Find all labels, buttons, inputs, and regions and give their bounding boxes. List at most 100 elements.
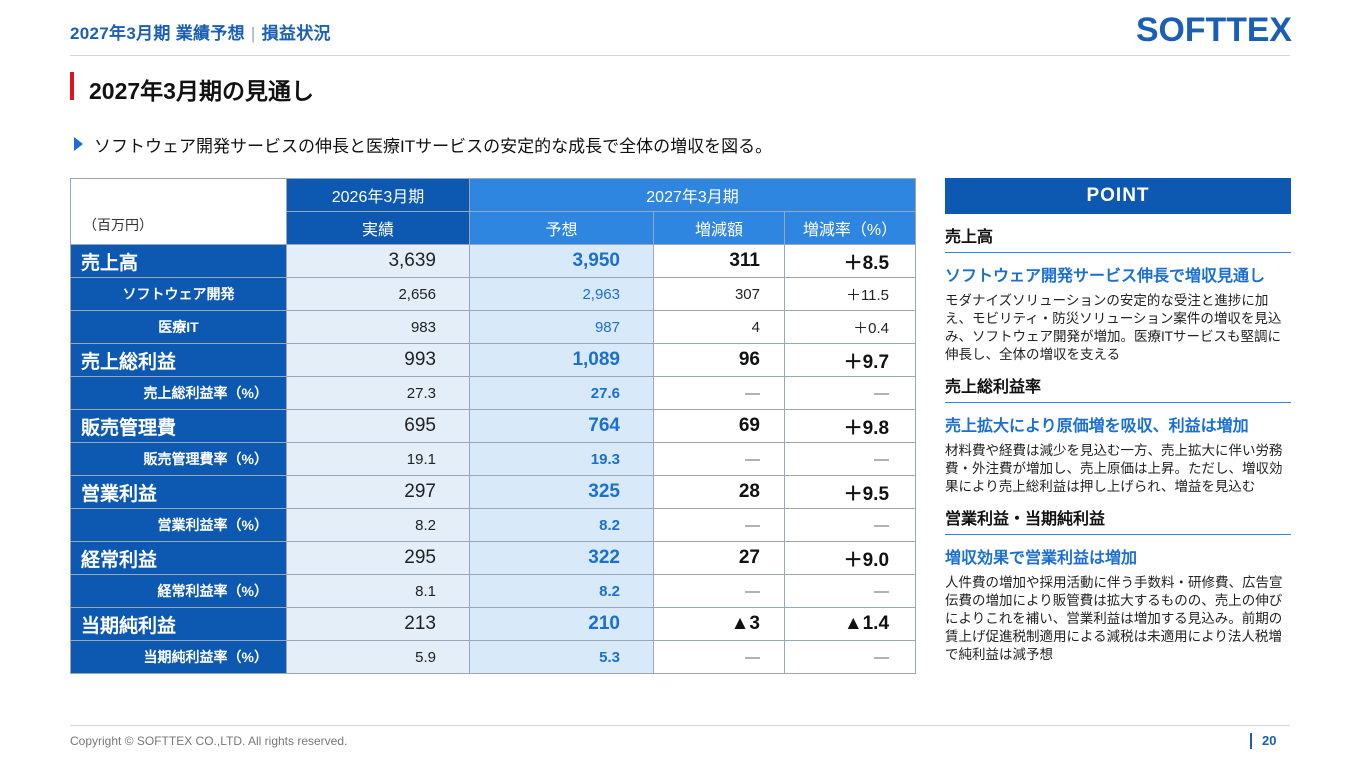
cell-change: 96 [653, 343, 785, 377]
cell-forecast: 325 [469, 475, 654, 509]
header-title: 2027年3月期 業績予想 | 損益状況 [70, 19, 331, 44]
cell-actual: 19.1 [286, 442, 470, 476]
cell-actual: 695 [286, 409, 470, 443]
cell-change: 307 [653, 277, 785, 311]
row-label: 販売管理費 [70, 409, 287, 443]
unit-label: （百万円） [70, 178, 287, 245]
cell-rate: ＋8.5 [783, 244, 917, 278]
cell-rate: ― [783, 640, 917, 674]
copyright-text: Copyright © SOFTTEX CO.,LTD. All rights … [70, 734, 348, 748]
lead-text: ソフトウェア開発サービスの伸長と医療ITサービスの安定的な成長で全体の増収を図る… [94, 137, 773, 156]
chevron-right-icon [74, 137, 83, 151]
cell-actual: 3,639 [286, 244, 470, 278]
cell-rate: ― [783, 574, 917, 608]
cell-actual: 2,656 [286, 277, 470, 311]
table-row: 経常利益 295 322 27 ＋9.0 [70, 541, 917, 575]
row-label: 営業利益 [70, 475, 287, 509]
table-row: 当期純利益 213 210 ▲3 ▲1.4 [70, 607, 917, 641]
table-row: 売上高 3,639 3,950 311 ＋8.5 [70, 244, 917, 278]
cell-change: ― [653, 376, 785, 410]
col-change-rate-header: 増減率（%） [783, 211, 917, 245]
period-prev-header: 2026年3月期 [286, 178, 470, 212]
point-block: 営業利益・当期純利益 増収効果で営業利益は増加 人件費の増加や採用活動に伴う手数… [945, 496, 1291, 664]
row-label: 経常利益率（%） [70, 574, 287, 608]
company-logo: SOFTTEX [1136, 11, 1292, 46]
period-next-header: 2027年3月期 [468, 178, 917, 212]
table-header-row-1: （百万円） 2026年3月期 2027年3月期 [70, 178, 917, 245]
page-number-marker [1250, 733, 1252, 749]
point-block: 売上総利益率 売上拡大により原価増を吸収、利益は増加 材料費や経費は減少を見込む… [945, 364, 1291, 496]
cell-change: 69 [653, 409, 785, 443]
point-category: 営業利益・当期純利益 [945, 496, 1291, 535]
table-row: 経常利益率（%） 8.1 8.2 ― ― [70, 574, 917, 608]
cell-rate: ＋9.0 [783, 541, 917, 575]
cell-forecast: 322 [469, 541, 654, 575]
cell-forecast: 2,963 [469, 277, 654, 311]
cell-actual: 27.3 [286, 376, 470, 410]
cell-actual: 295 [286, 541, 470, 575]
cell-change: 4 [653, 310, 785, 344]
cell-forecast: 8.2 [469, 508, 654, 542]
cell-change: 27 [653, 541, 785, 575]
cell-forecast: 3,950 [469, 244, 654, 278]
point-category: 売上高 [945, 214, 1291, 253]
header-title-main: 2027年3月期 業績予想 [70, 24, 245, 43]
col-actual-header: 実績 [286, 211, 470, 245]
table-row: 医療IT 983 987 4 ＋0.4 [70, 310, 917, 344]
table-row: 営業利益 297 325 28 ＋9.5 [70, 475, 917, 509]
cell-change: ― [653, 574, 785, 608]
section-marker [70, 72, 74, 100]
cell-forecast: 27.6 [469, 376, 654, 410]
row-label: 売上高 [70, 244, 287, 278]
cell-forecast: 764 [469, 409, 654, 443]
cell-change: ― [653, 640, 785, 674]
table-row: 売上総利益 993 1,089 96 ＋9.7 [70, 343, 917, 377]
cell-change: 28 [653, 475, 785, 509]
cell-actual: 213 [286, 607, 470, 641]
row-label: ソフトウェア開発 [70, 277, 287, 311]
cell-forecast: 19.3 [469, 442, 654, 476]
cell-change: 311 [653, 244, 785, 278]
point-block: 売上高 ソフトウェア開発サービス伸長で増収見通し モダナイズソリューションの安定… [945, 214, 1291, 364]
cell-actual: 8.1 [286, 574, 470, 608]
table-header-row-2: 実績 予想 増減額 増減率（%） [71, 211, 917, 245]
cell-rate: ＋0.4 [783, 310, 917, 344]
row-label: 売上総利益 [70, 343, 287, 377]
page-number: 20 [1262, 733, 1277, 748]
cell-forecast: 210 [469, 607, 654, 641]
point-header: POINT [945, 178, 1291, 214]
col-change-header: 増減額 [653, 211, 785, 245]
cell-rate: ＋9.7 [783, 343, 917, 377]
cell-actual: 297 [286, 475, 470, 509]
table-row: 販売管理費 695 764 69 ＋9.8 [70, 409, 917, 443]
cell-forecast: 5.3 [469, 640, 654, 674]
point-category: 売上総利益率 [945, 364, 1291, 403]
logo-text: SOFTTEX [1136, 11, 1292, 46]
cell-rate: ＋11.5 [783, 277, 917, 311]
header-subtitle: 損益状況 [261, 24, 331, 43]
cell-actual: 5.9 [286, 640, 470, 674]
cell-rate: ＋9.8 [783, 409, 917, 443]
row-label: 経常利益 [70, 541, 287, 575]
cell-change: ― [653, 442, 785, 476]
cell-rate: ― [783, 376, 917, 410]
cell-forecast: 8.2 [469, 574, 654, 608]
cell-forecast: 987 [469, 310, 654, 344]
cell-rate: ＋9.5 [783, 475, 917, 509]
point-headline: 増収効果で営業利益は増加 [945, 550, 1138, 567]
row-label: 当期純利益率（%） [70, 640, 287, 674]
point-body: 材料費や経費は減少を見込む一方、売上拡大に伴い労務費・外注費が増加し、売上原価は… [945, 443, 1283, 494]
point-body: 人件費の増加や採用活動に伴う手数料・研修費、広告宣伝費の増加により販管費は拡大す… [945, 575, 1283, 662]
point-body: モダナイズソリューションの安定的な受注と進捗に加え、モビリティ・防災ソリューショ… [945, 293, 1282, 362]
point-headline: ソフトウェア開発サービス伸長で増収見通し [945, 268, 1266, 285]
table-row: 営業利益率（%） 8.2 8.2 ― ― [70, 508, 917, 542]
cell-rate: ▲1.4 [783, 607, 917, 641]
table-row: 販売管理費率（%） 19.1 19.3 ― ― [70, 442, 917, 476]
cell-forecast: 1,089 [469, 343, 654, 377]
point-headline: 売上拡大により原価増を吸収、利益は増加 [945, 418, 1249, 435]
cell-rate: ― [783, 442, 917, 476]
col-forecast-header: 予想 [469, 211, 654, 245]
table-row: 売上総利益率（%） 27.3 27.6 ― ― [70, 376, 917, 410]
header-divider [70, 55, 1290, 56]
cell-actual: 993 [286, 343, 470, 377]
